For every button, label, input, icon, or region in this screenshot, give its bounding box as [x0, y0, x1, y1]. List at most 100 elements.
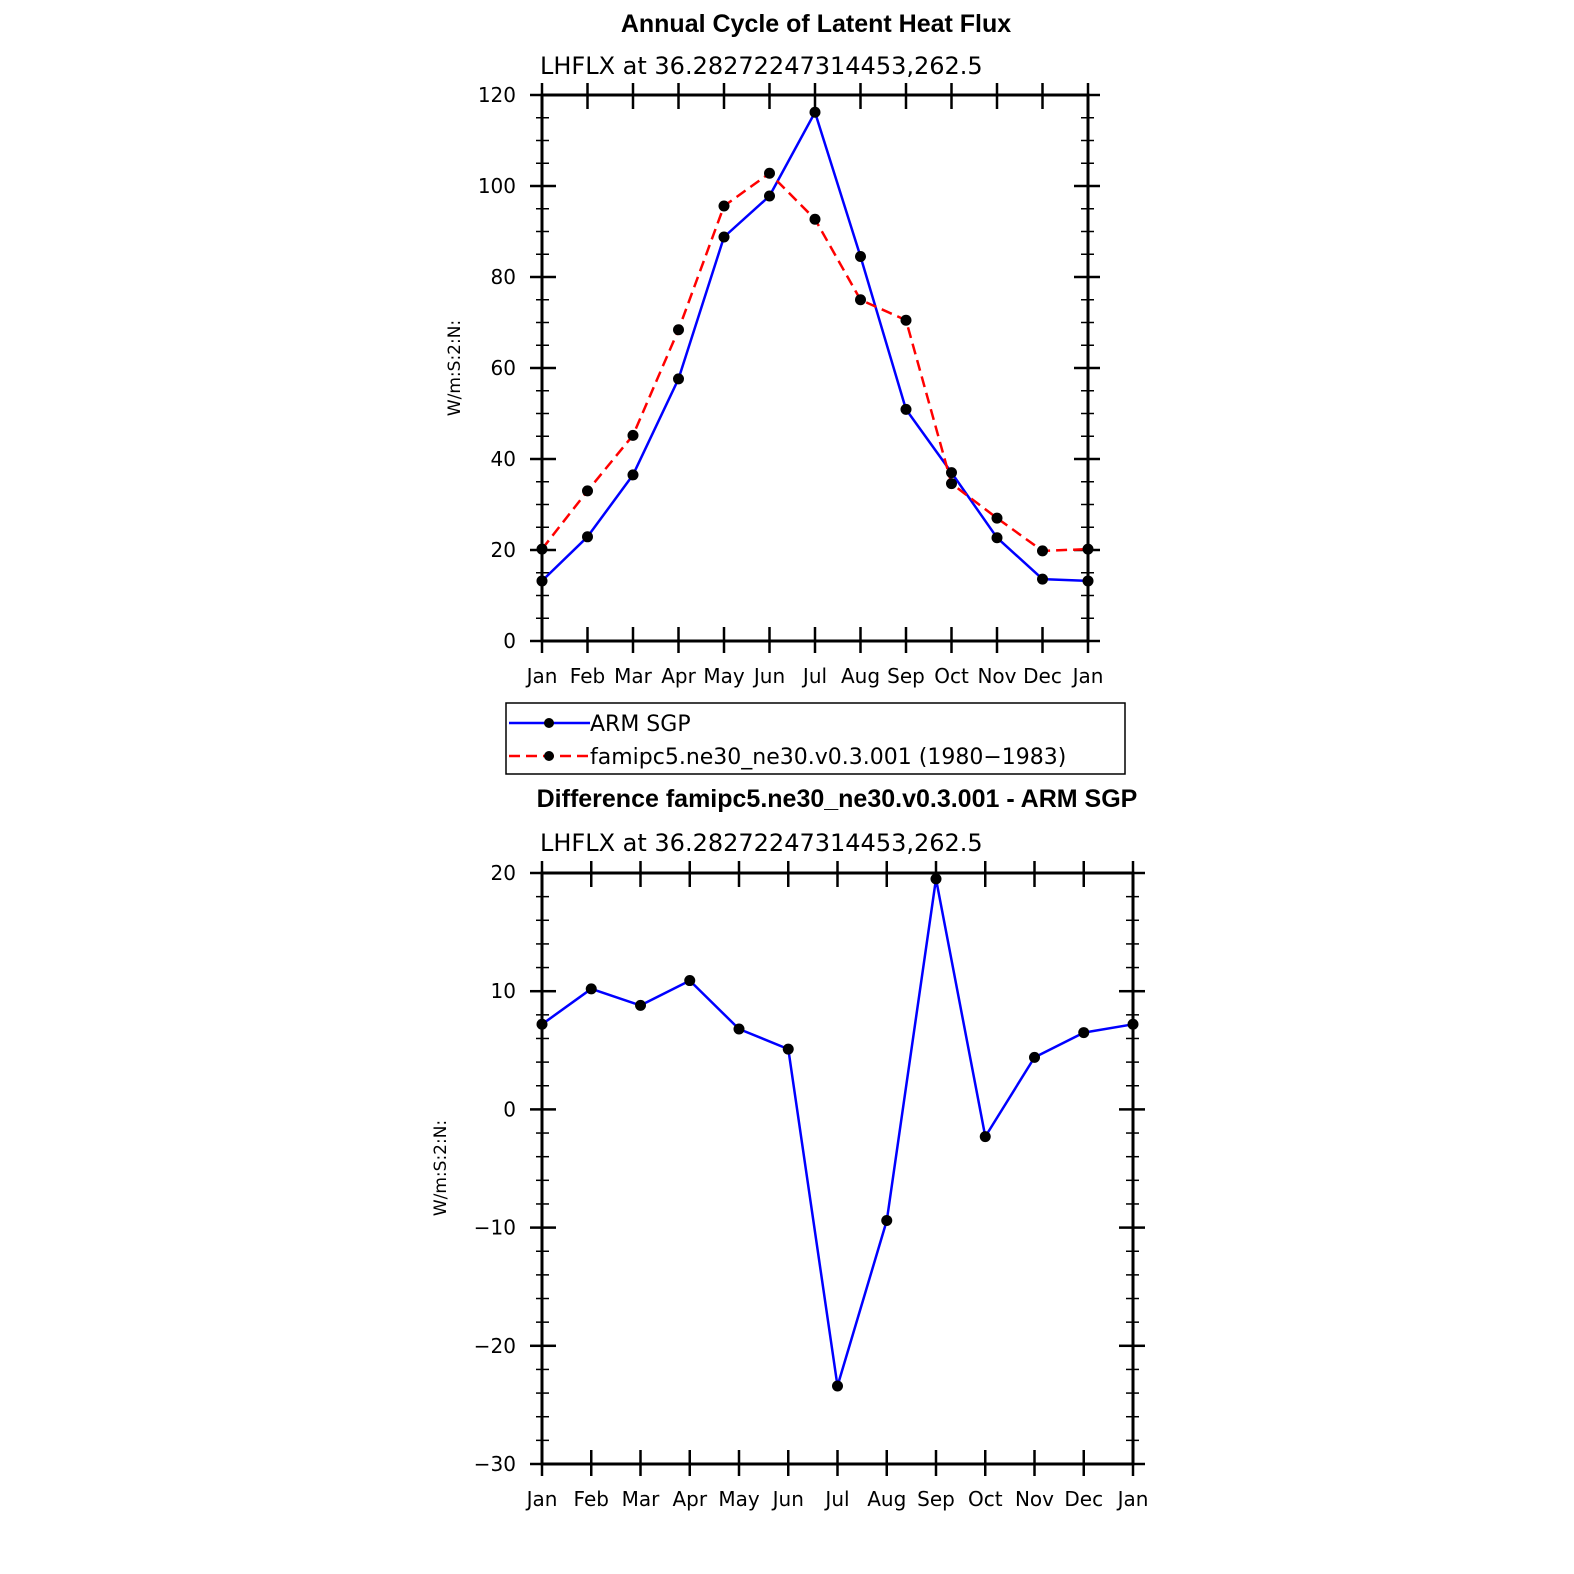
series-0-point-1 — [585, 983, 597, 995]
y-tick-label: −20 — [474, 1334, 516, 1358]
legend-item-arm-sgp: ARM SGP — [509, 712, 691, 737]
x-tick-label: Apr — [661, 664, 696, 688]
chart-title: Difference famipc5.ne30_ne30.v0.3.001 - … — [537, 785, 1138, 813]
y-tick-label: 100 — [478, 174, 516, 198]
x-tick-label: Jan — [1071, 664, 1104, 688]
y-tick-label: 20 — [491, 538, 516, 562]
x-tick-label: Feb — [570, 664, 605, 688]
legend-marker-arm-sgp — [544, 718, 554, 728]
series-0-point-5 — [764, 190, 775, 202]
y-tick-label: −30 — [474, 1452, 516, 1476]
series-0-point-2 — [627, 469, 639, 481]
series-1-point-6 — [809, 213, 821, 225]
series-0-point-3 — [673, 373, 684, 385]
legend: ARM SGP famipc5.ne30_ne30.v0.3.001 (1980… — [505, 702, 1126, 775]
series-0-point-9 — [979, 1131, 991, 1143]
x-tick-label: Nov — [1015, 1487, 1054, 1511]
series-1-point-5 — [764, 167, 775, 179]
series-1-point-2 — [627, 429, 639, 441]
series-0-point-5 — [782, 1043, 794, 1055]
x-tick-label: Oct — [968, 1487, 1003, 1511]
x-tick-labels: Jan Feb Mar Apr May Jun Jul Aug Sep Oct Nov Dec Jan — [525, 664, 1104, 688]
tick-marks — [530, 83, 1100, 653]
series-0-point-8 — [900, 403, 912, 415]
series-0-point-6 — [809, 106, 821, 118]
y-tick-label: 10 — [491, 979, 516, 1003]
x-tick-label: Jul — [823, 1487, 849, 1511]
plot-frame — [540, 871, 1135, 1466]
plot-frame — [540, 93, 1090, 643]
panel-annual-cycle: Annual Cycle of Latent Heat Flux LHFLX a… — [445, 10, 1103, 688]
series-0-point-2 — [635, 999, 646, 1011]
x-tick-label: Jan — [525, 664, 558, 688]
panel-difference: Difference famipc5.ne30_ne30.v0.3.001 - … — [431, 785, 1148, 1511]
y-tick-label: 0 — [503, 1097, 516, 1121]
series-1-point-11 — [1037, 545, 1048, 557]
x-tick-label: Apr — [672, 1487, 707, 1511]
chart-title: Annual Cycle of Latent Heat Flux — [621, 10, 1011, 38]
chart-subtitle: LHFLX at 36.28272247314453,262.5 — [540, 52, 983, 80]
series-1-point-10 — [991, 512, 1003, 524]
y-tick-label: 120 — [478, 83, 516, 107]
legend-item-model: famipc5.ne30_ne30.v0.3.001 (1980−1983) — [509, 745, 1066, 770]
x-tick-labels: Jan Feb Mar Apr May Jun Jul Aug Sep Oct Nov Dec Jan — [525, 1487, 1149, 1511]
x-tick-label: Nov — [977, 664, 1016, 688]
plot-series — [536, 873, 1139, 1392]
y-tick-label: −10 — [474, 1216, 516, 1240]
legend-label-model: famipc5.ne30_ne30.v0.3.001 (1980−1983) — [590, 745, 1066, 770]
series-1-point-9 — [946, 478, 957, 490]
x-tick-label: Aug — [841, 664, 880, 688]
series-0-point-7 — [881, 1215, 893, 1227]
x-tick-label: Mar — [614, 664, 653, 688]
y-tick-labels: 0 20 40 60 80 100 120 — [478, 83, 516, 653]
x-tick-label: Jul — [801, 664, 827, 688]
x-tick-label: Jan — [525, 1487, 558, 1511]
series-1-point-7 — [855, 294, 866, 306]
series-0-point-4 — [718, 231, 730, 243]
series-0-point-3 — [684, 975, 696, 987]
x-tick-label: Jun — [752, 664, 785, 688]
x-tick-label: Dec — [1064, 1487, 1103, 1511]
series-line-0 — [541, 111, 1089, 583]
y-tick-label: 0 — [503, 629, 516, 653]
x-tick-label: May — [703, 664, 745, 688]
series-1-point-1 — [582, 485, 593, 497]
x-tick-label: Oct — [934, 664, 969, 688]
x-tick-label: Aug — [867, 1487, 906, 1511]
x-tick-label: Dec — [1023, 664, 1062, 688]
x-tick-label: Feb — [574, 1487, 609, 1511]
chart-subtitle: LHFLX at 36.28272247314453,262.5 — [540, 829, 983, 857]
series-line-0 — [541, 877, 1134, 1388]
series-1-point-3 — [673, 324, 684, 336]
series-0-point-10 — [1029, 1051, 1040, 1063]
legend-marker-model — [544, 751, 554, 761]
series-0-point-11 — [1037, 573, 1048, 585]
series-line-1 — [541, 172, 1089, 553]
series-1-point-4 — [718, 200, 730, 212]
y-tick-label: 20 — [491, 861, 516, 885]
series-0-point-10 — [991, 532, 1003, 544]
x-tick-label: Sep — [887, 664, 925, 688]
y-axis-label: W/m:S:2:N: — [431, 1120, 451, 1216]
y-tick-labels: −30 −20 −10 0 10 20 — [474, 861, 516, 1476]
series-1-point-8 — [900, 314, 912, 326]
legend-box — [505, 702, 1126, 775]
series-0-point-1 — [582, 531, 593, 543]
series-0-point-6 — [832, 1380, 843, 1392]
x-tick-label: Jun — [771, 1487, 804, 1511]
series-0-point-11 — [1078, 1027, 1090, 1039]
plot-series — [536, 106, 1094, 587]
x-tick-label: May — [718, 1487, 760, 1511]
x-tick-label: Jan — [1116, 1487, 1149, 1511]
legend-label-arm-sgp: ARM SGP — [590, 712, 691, 737]
y-tick-label: 60 — [491, 356, 516, 380]
series-0-point-9 — [946, 467, 957, 479]
y-axis-label: W/m:S:2:N: — [445, 320, 465, 416]
x-tick-label: Mar — [622, 1487, 661, 1511]
y-tick-label: 40 — [491, 447, 516, 471]
series-0-point-4 — [733, 1023, 745, 1035]
series-0-point-8 — [930, 873, 942, 885]
series-0-point-7 — [855, 251, 866, 263]
y-tick-label: 80 — [491, 265, 516, 289]
